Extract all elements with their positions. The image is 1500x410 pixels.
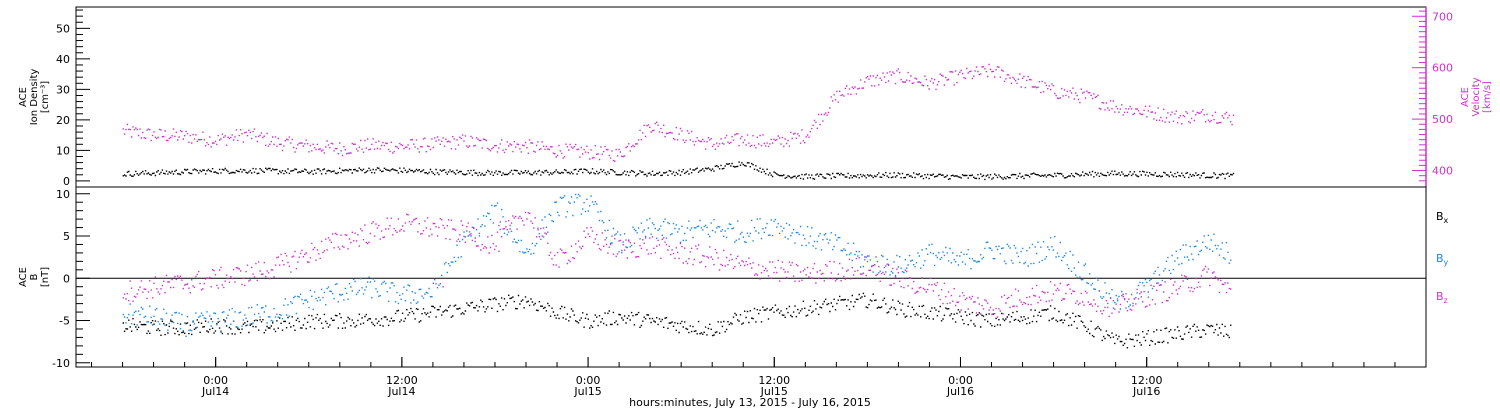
legend-sub: y (1444, 258, 1449, 267)
top-left-axis-title: ACEIon Density[cm⁻³] (18, 69, 51, 126)
legend-main: B (1436, 210, 1444, 223)
top-right-tick-label: 500 (1432, 113, 1453, 126)
by-marks (122, 193, 1232, 337)
density-points (122, 161, 1235, 181)
x-tick-label-time: 12:00 (1131, 374, 1163, 387)
top-right-axis-title-line: Velocity (1471, 77, 1482, 116)
top-left-axis-title-line: [cm⁻³] (40, 81, 51, 113)
x-tick-label-date: Jul16 (946, 385, 974, 398)
x-tick-label-date: Jul15 (573, 385, 601, 398)
x-tick-label-date: Jul16 (1132, 385, 1160, 398)
legend-By: By (1436, 252, 1449, 267)
bottom-panel: -10-50510ACEB[nT]0:00Jul1412:00Jul140:00… (18, 186, 1449, 398)
top-right-axis-title-line: ACE (1460, 87, 1471, 107)
legend-Bz: Bz (1436, 290, 1448, 305)
bottom-left-ticks: -10 -5 0 5 10 (52, 188, 90, 370)
bottom-left-tick-label: -10 (52, 357, 70, 370)
top-frame (75, 6, 1427, 188)
x-tick-label-time: 0:00 (203, 374, 228, 387)
bz-marks (122, 211, 1232, 318)
top-right-tick-label: 700 (1432, 10, 1453, 23)
bottom-left-axis-title: ACEB[nT] (18, 267, 51, 287)
top-left-tick-label: 30 (56, 83, 70, 96)
velocity-marks (122, 63, 1235, 162)
bottom-left-tick-label: 10 (56, 188, 70, 201)
top-left-tick-label: 40 (56, 53, 70, 66)
top-right-tick-label: 400 (1432, 165, 1453, 178)
legend-main: B (1436, 290, 1444, 303)
bottom-left-axis-title-line: ACE (18, 267, 29, 287)
top-right-axis-title-line: [km/s] (1482, 81, 1493, 113)
top-right-ticks: 400 500 600 700 (1412, 7, 1453, 187)
legend-Bx: Bx (1436, 210, 1449, 225)
x-tick-label-date: Jul15 (760, 385, 788, 398)
bz-points (122, 211, 1232, 318)
top-left-axis-title-line: ACE (18, 87, 29, 107)
x-tick-label-time: 12:00 (758, 374, 790, 387)
x-tick-label-time: 0:00 (576, 374, 601, 387)
velocity-points (122, 63, 1235, 162)
top-left-ticks: 0 10 20 30 40 50 (56, 9, 90, 188)
x-tick-label-time: 0:00 (948, 374, 973, 387)
top-left-axis-title-line: Ion Density (29, 69, 40, 126)
bx-marks (122, 292, 1232, 349)
top-left-tick-label: 10 (56, 144, 70, 157)
legend-sub: z (1444, 296, 1448, 305)
density-marks (122, 161, 1235, 181)
legend-sub: x (1444, 216, 1449, 225)
x-tick-label-date: Jul14 (201, 385, 229, 398)
top-right-tick-label: 600 (1432, 62, 1453, 75)
bottom-left-tick-label: -5 (59, 315, 70, 328)
legend-main: B (1436, 252, 1444, 265)
x-tick-label-date: Jul14 (387, 385, 415, 398)
by-points (122, 193, 1232, 337)
bottom-left-axis-title-line: [nT] (40, 267, 51, 287)
bottom-left-tick-label: 5 (63, 230, 70, 243)
x-tick-label-time: 12:00 (386, 374, 418, 387)
bottom-frame (75, 186, 1427, 368)
x-axis-title: hours:minutes, July 13, 2015 - July 16, … (629, 396, 871, 409)
bottom-left-tick-label: 0 (63, 272, 70, 285)
top-right-axis-title: ACEVelocity[km/s] (1460, 77, 1493, 116)
bottom-left-axis-title-line: B (29, 273, 40, 280)
top-left-tick-label: 50 (56, 22, 70, 35)
x-axis-ticks: 0:00Jul1412:00Jul140:00Jul1512:00Jul150:… (91, 357, 1396, 398)
bx-points (122, 292, 1232, 349)
top-left-tick-label: 20 (56, 114, 70, 127)
top-left-tick-label: 0 (63, 175, 70, 188)
